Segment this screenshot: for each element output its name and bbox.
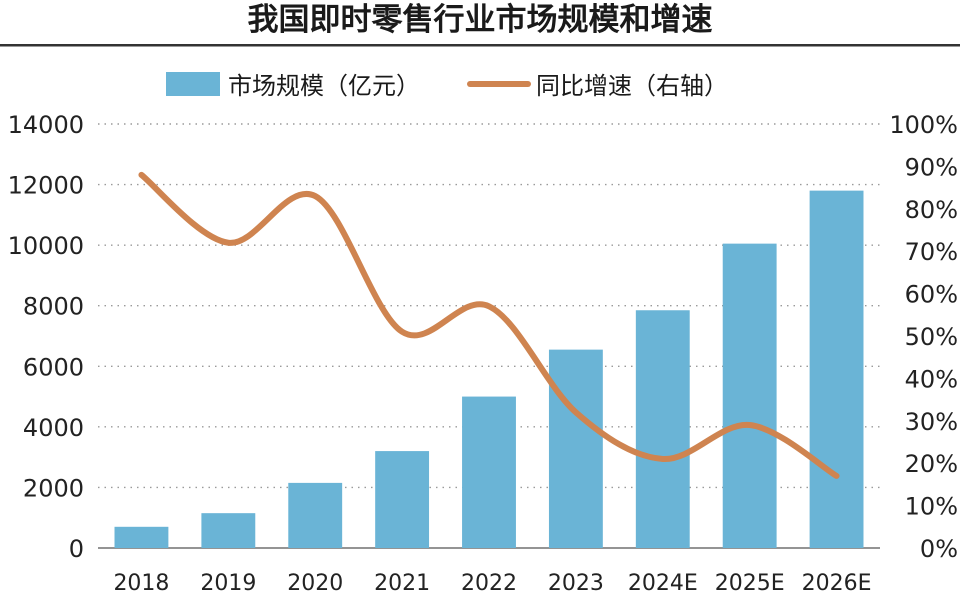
right-tick-label: 90%	[905, 153, 958, 181]
bar	[288, 482, 343, 548]
bar	[809, 190, 864, 548]
right-tick-label: 30%	[905, 408, 958, 436]
left-tick-label: 10000	[8, 232, 84, 260]
growth-line	[138, 171, 840, 479]
right-tick-label: 60%	[905, 281, 958, 309]
x-tick-label: 2024E	[628, 571, 698, 596]
right-axis: 0% 10% 20% 30% 40% 50% 60% 70% 80% 90% 100%	[889, 111, 958, 563]
left-tick-label: 6000	[23, 353, 84, 381]
bar	[375, 451, 430, 548]
title-underline	[0, 44, 960, 47]
bar	[114, 526, 169, 548]
x-tick-label: 2023	[548, 571, 604, 596]
right-tick-label: 0%	[920, 535, 958, 563]
left-tick-label: 0	[69, 535, 84, 563]
legend-bar-swatch	[166, 72, 220, 96]
x-tick-label: 2025E	[715, 571, 785, 596]
x-tick-label: 2026E	[802, 571, 872, 596]
right-tick-label: 80%	[905, 196, 958, 224]
right-tick-label: 70%	[905, 238, 958, 266]
right-tick-label: 20%	[905, 450, 958, 478]
chart-title: 我国即时零售行业市场规模和增速	[248, 2, 713, 38]
legend: 市场规模（亿元） 同比增速（右轴）	[166, 72, 728, 100]
right-tick-label: 100%	[889, 111, 958, 139]
left-tick-label: 2000	[23, 474, 84, 502]
line-series	[138, 171, 840, 479]
bar-series	[114, 190, 864, 548]
left-tick-label: 4000	[23, 414, 84, 442]
x-axis: 2018 2019 2020 2021 2022 2023 2024E 2025E 2026E	[113, 571, 871, 596]
bar	[548, 349, 603, 548]
x-tick-label: 2022	[461, 571, 517, 596]
bar	[201, 513, 256, 548]
left-tick-label: 12000	[8, 172, 84, 200]
bar	[462, 396, 516, 548]
left-tick-label: 14000	[8, 111, 84, 139]
bar	[722, 243, 777, 548]
legend-line-label: 同比增速（右轴）	[536, 72, 728, 100]
left-axis: 0 2000 4000 6000 8000 10000 12000 14000	[8, 111, 84, 563]
right-tick-label: 40%	[905, 365, 958, 393]
x-tick-label: 2019	[200, 571, 256, 596]
legend-bar-label: 市场规模（亿元）	[228, 72, 420, 100]
right-tick-label: 50%	[905, 323, 958, 351]
x-tick-label: 2020	[287, 571, 343, 596]
left-tick-label: 8000	[23, 293, 84, 321]
x-tick-label: 2018	[113, 571, 169, 596]
x-tick-label: 2021	[374, 571, 430, 596]
bar	[635, 310, 690, 548]
right-tick-label: 10%	[905, 493, 958, 521]
